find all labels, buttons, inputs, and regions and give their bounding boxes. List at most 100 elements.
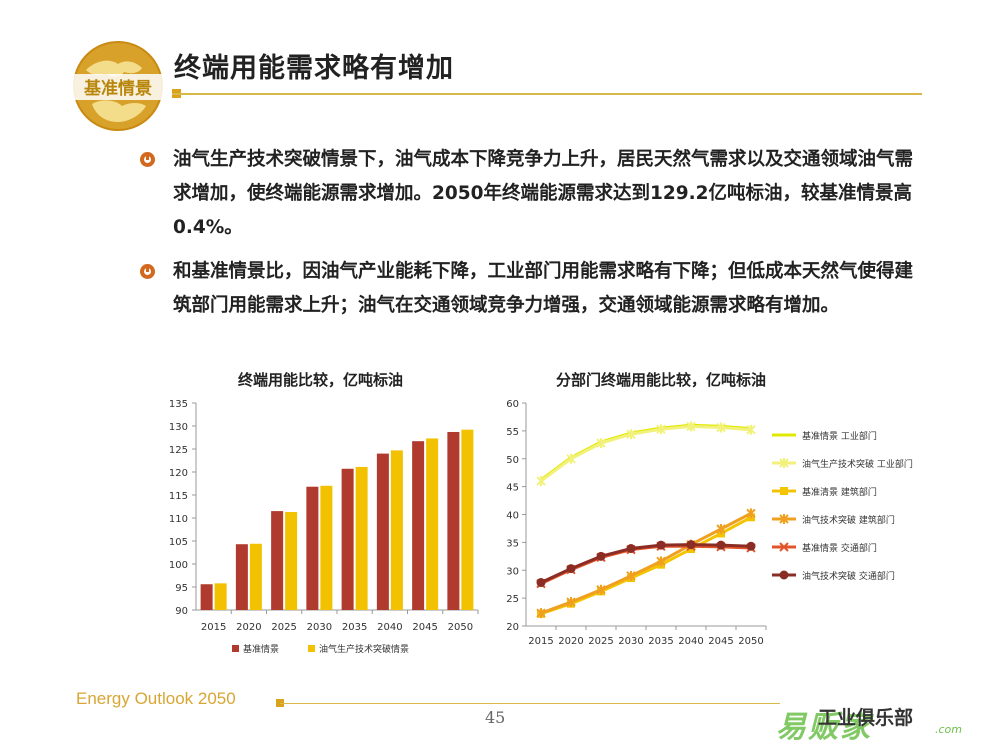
x-tick-label: 2045	[412, 622, 437, 633]
x-tick-label: 2050	[448, 622, 473, 633]
point	[626, 570, 636, 581]
x-tick-label: 2020	[558, 636, 583, 647]
point	[686, 421, 696, 432]
point	[716, 540, 726, 550]
bullet-2: 和基准情景比，因油气产业能耗下降，工业部门用能需求略有下降；但低成本天然气使得建…	[140, 255, 930, 323]
point	[566, 453, 576, 464]
y-tick-label: 95	[175, 583, 188, 594]
y-tick-label: 40	[506, 511, 519, 522]
x-tick-label: 2030	[618, 636, 643, 647]
point	[746, 541, 756, 551]
bar	[306, 486, 319, 610]
bar	[447, 431, 460, 610]
bar-chart: 90 95 100 105 110 115 120 125 130 135 2015 2020 2025…	[169, 399, 479, 655]
point	[716, 422, 726, 433]
y-tick-label: 55	[506, 427, 519, 438]
point	[746, 424, 756, 435]
point	[656, 424, 666, 435]
y-tick-label: 125	[169, 445, 188, 456]
bar	[355, 466, 368, 610]
x-tick-label: 2025	[271, 622, 296, 633]
y-tick-label: 115	[169, 491, 188, 502]
legend-label: 基准情景 交通部门	[802, 542, 877, 554]
x-tick-label: 2045	[708, 636, 733, 647]
series-path	[540, 423, 752, 482]
y-tick-label: 100	[169, 560, 188, 571]
bar	[271, 511, 284, 610]
point	[536, 608, 546, 619]
bar	[390, 450, 403, 610]
series-line	[536, 508, 756, 619]
series-line	[540, 423, 752, 482]
series-path	[540, 543, 752, 584]
point	[656, 556, 666, 567]
legend-swatch	[308, 645, 315, 652]
page-number: 45	[485, 708, 506, 727]
bullet-1-text: 油气生产技术突破情景下，油气成本下降竞争力上升，居民天然气需求以及交通领域油气需…	[173, 149, 914, 238]
point	[536, 476, 546, 487]
point	[566, 564, 576, 574]
series-path	[540, 515, 752, 616]
point	[746, 508, 756, 519]
bar	[285, 512, 298, 610]
point	[779, 458, 789, 468]
y-tick-label: 90	[175, 606, 188, 617]
y-tick-label: 110	[169, 514, 188, 525]
bar	[320, 485, 333, 610]
y-tick-label: 135	[169, 399, 188, 410]
y-tick-label: 130	[169, 422, 188, 433]
point	[626, 429, 636, 440]
bar	[249, 543, 262, 610]
point	[536, 578, 546, 588]
x-tick-label: 2040	[678, 636, 703, 647]
point	[779, 542, 789, 552]
legend-label: 基准情景 工业部门	[802, 430, 877, 442]
bullet-power-icon	[140, 264, 155, 279]
y-tick-label: 120	[169, 468, 188, 479]
bar	[376, 453, 389, 610]
point	[566, 597, 576, 608]
point	[779, 514, 789, 524]
legend-label: 基准清景 建筑部门	[802, 486, 877, 498]
point	[686, 540, 696, 550]
point	[596, 438, 606, 449]
y-tick-label: 60	[506, 399, 519, 410]
legend-swatch	[232, 645, 239, 652]
bar	[426, 438, 439, 610]
y-tick-label: 45	[506, 483, 519, 494]
legend-label: 基准情景	[243, 643, 279, 655]
point	[780, 487, 788, 495]
y-tick-label: 105	[169, 537, 188, 548]
y-tick-label: 20	[506, 622, 519, 633]
bullet-1: 油气生产技术突破情景下，油气成本下降竞争力上升，居民天然气需求以及交通领域油气需…	[140, 143, 930, 245]
line-chart-title: 分部门终端用能比较，亿吨标油	[556, 371, 767, 389]
x-tick-label: 2050	[738, 636, 763, 647]
series-path	[540, 424, 752, 483]
watermark-text: 工业俱乐部	[818, 707, 914, 729]
bar	[235, 544, 248, 610]
bar	[461, 429, 474, 610]
x-tick-label: 2020	[236, 622, 261, 633]
bar	[214, 583, 227, 610]
scenario-globe-logo: 基准情景	[72, 41, 164, 131]
x-tick-label: 2025	[588, 636, 613, 647]
legend-label: 油气技术突破 交通部门	[802, 570, 895, 582]
bullet-2-text: 和基准情景比，因油气产业能耗下降，工业部门用能需求略有下降；但低成本天然气使得建…	[173, 261, 914, 316]
watermark-logo: 易贩家	[776, 710, 872, 745]
series-line	[536, 540, 756, 588]
x-tick-label: 2030	[307, 622, 332, 633]
point	[779, 570, 789, 580]
page-title: 终端用能需求略有增加	[174, 53, 454, 84]
y-tick-label: 50	[506, 455, 519, 466]
footer-brand: Energy Outlook 2050	[76, 689, 236, 708]
y-tick-label: 30	[506, 566, 519, 577]
logo-text: 基准情景	[83, 78, 152, 99]
bar	[200, 584, 213, 610]
bullet-power-icon	[140, 152, 155, 167]
legend-label: 油气生产技术突破 工业部门	[802, 458, 913, 470]
bar-chart-title: 终端用能比较，亿吨标油	[238, 371, 404, 389]
point	[626, 544, 636, 554]
x-tick-label: 2015	[201, 622, 226, 633]
x-tick-label: 2035	[342, 622, 367, 633]
